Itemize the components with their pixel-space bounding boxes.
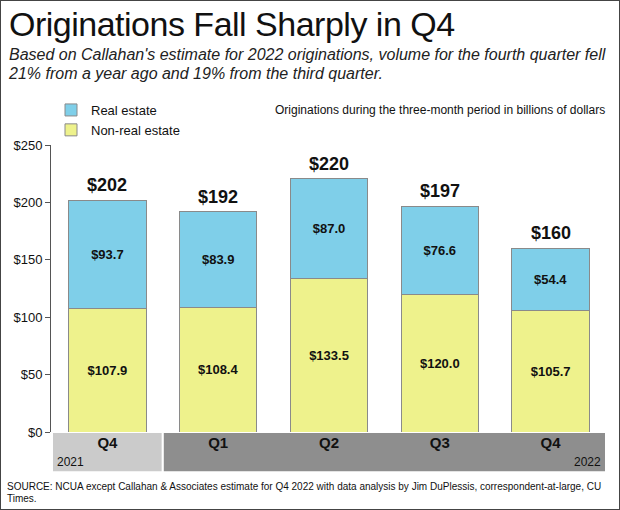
- svg-text:$220: $220: [309, 154, 349, 174]
- html-text:Originations Fall Sharply in Q: Originations Fall Sharply in Q4: [9, 5, 455, 43]
- svg-text:Q1: Q1: [208, 434, 228, 451]
- svg-text:Q3: Q3: [430, 434, 450, 451]
- svg-text:2022: 2022: [574, 455, 601, 469]
- svg-text:$120.0: $120.0: [420, 356, 460, 371]
- html-text:SOURCE: NCUA except Callahan &: SOURCE: NCUA except Callahan & Associate…: [7, 481, 602, 504]
- svg-text:$202: $202: [87, 175, 127, 195]
- svg-text:$83.9: $83.9: [202, 252, 235, 267]
- svg-text:$108.4: $108.4: [198, 362, 239, 377]
- svg-text:$50: $50: [21, 367, 43, 382]
- svg-text:2021: 2021: [57, 455, 84, 469]
- svg-text:$93.7: $93.7: [91, 247, 124, 262]
- svg-text:$76.6: $76.6: [424, 243, 457, 258]
- svg-text:Originations during the three-: Originations during the three-month peri…: [275, 103, 605, 117]
- svg-text:Q4: Q4: [97, 434, 118, 451]
- svg-text:$160: $160: [531, 223, 571, 243]
- svg-text:$192: $192: [198, 187, 238, 207]
- svg-text:$105.7: $105.7: [531, 364, 571, 379]
- svg-text:Real estate: Real estate: [91, 103, 157, 118]
- svg-text:$250: $250: [13, 138, 42, 153]
- svg-text:$107.9: $107.9: [88, 363, 128, 378]
- svg-text:$87.0: $87.0: [313, 221, 346, 236]
- svg-text:$100: $100: [13, 310, 42, 325]
- svg-text:$0: $0: [28, 425, 42, 440]
- svg-text:$133.5: $133.5: [309, 348, 349, 363]
- svg-text:$197: $197: [420, 181, 460, 201]
- svg-text:$150: $150: [13, 252, 42, 267]
- svg-text:Q4: Q4: [541, 434, 562, 451]
- svg-text:$54.4: $54.4: [534, 272, 567, 287]
- svg-text:Q2: Q2: [319, 434, 339, 451]
- svg-text:Non-real estate: Non-real estate: [91, 123, 180, 138]
- html-text:Based on Callahan's estimate f: Based on Callahan's estimate for 2022 or…: [9, 46, 606, 82]
- svg-text:$200: $200: [13, 195, 42, 210]
